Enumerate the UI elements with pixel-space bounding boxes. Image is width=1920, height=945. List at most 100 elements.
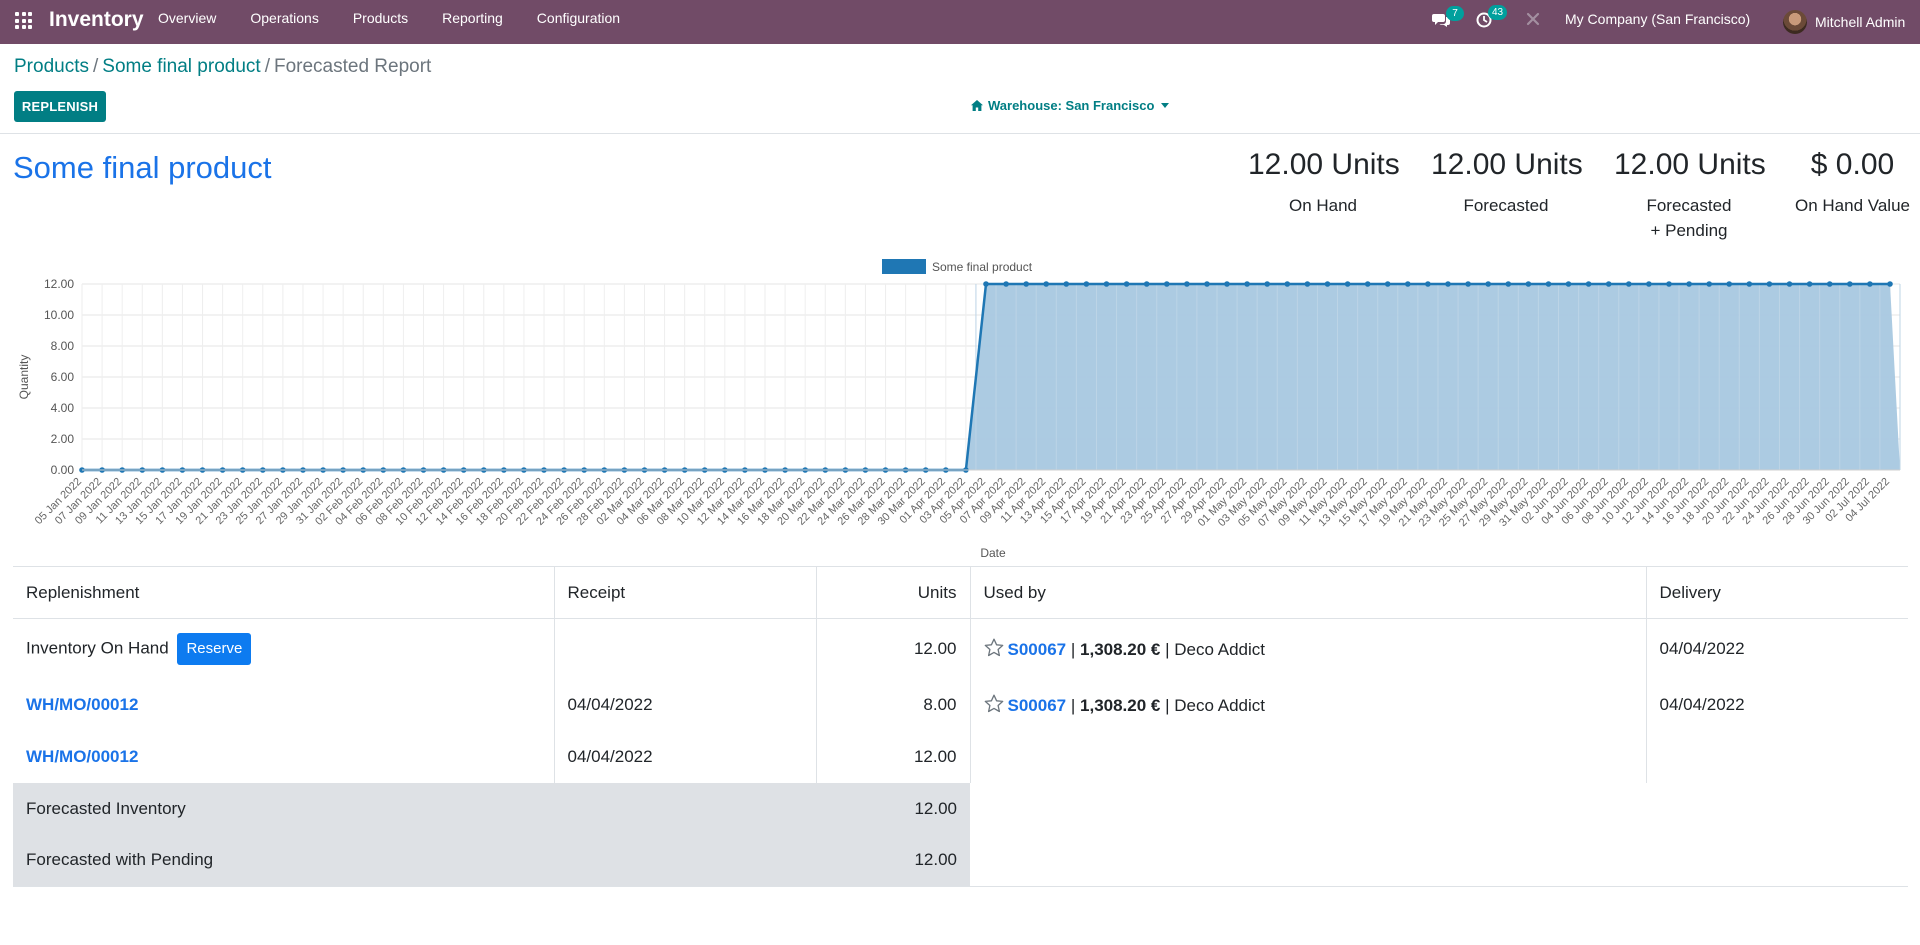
separator: | bbox=[1070, 639, 1076, 659]
data-point bbox=[1164, 281, 1170, 287]
kpi-on-hand-value: $ 0.00 On Hand Value bbox=[1790, 148, 1915, 218]
menu-operations[interactable]: Operations bbox=[250, 10, 319, 26]
y-tick-label: 4.00 bbox=[51, 401, 75, 415]
manufacturing-order-link[interactable]: WH/MO/00012 bbox=[26, 746, 139, 766]
activity-menu[interactable]: 43 bbox=[1470, 0, 1508, 44]
caret-down-icon bbox=[1161, 103, 1170, 108]
kpi-forecasted: 12.00 Units Forecasted bbox=[1431, 148, 1583, 218]
data-point bbox=[1083, 281, 1090, 287]
separator: | bbox=[1165, 695, 1170, 715]
data-point bbox=[1766, 281, 1773, 287]
summary-empty bbox=[970, 834, 1908, 887]
header-delivery: Delivery bbox=[1645, 566, 1908, 619]
kpi-value: 12.00 Units bbox=[1431, 148, 1583, 181]
header-receipt: Receipt bbox=[553, 566, 816, 619]
cell-replenishment: Inventory On Hand Reserve bbox=[13, 619, 554, 679]
y-tick-label: 2.00 bbox=[51, 432, 75, 446]
data-point bbox=[1626, 281, 1632, 287]
breadcrumb-separator: / bbox=[264, 56, 270, 77]
product-title[interactable]: Some final product bbox=[13, 150, 272, 185]
header-replenishment: Replenishment bbox=[13, 566, 554, 619]
company-switcher[interactable]: My Company (San Francisco) bbox=[1565, 11, 1751, 27]
menu-configuration[interactable]: Configuration bbox=[536, 10, 621, 26]
kpi-label: Forecasted + Pending bbox=[1614, 193, 1764, 243]
menu-reporting[interactable]: Reporting bbox=[442, 10, 503, 26]
data-point bbox=[1284, 281, 1291, 287]
data-point bbox=[1505, 281, 1512, 287]
data-point bbox=[1545, 281, 1552, 287]
breadcrumb-product[interactable]: Some final product bbox=[102, 56, 261, 77]
chat-bubbles-icon bbox=[1432, 14, 1450, 27]
order-amount: 1,308.20 € bbox=[1080, 695, 1161, 715]
warehouse-filter[interactable]: Warehouse: San Francisco bbox=[971, 98, 1170, 113]
user-menu[interactable]: Mitchell Admin bbox=[1783, 6, 1905, 38]
apps-menu-icon[interactable] bbox=[15, 12, 32, 29]
y-tick-label: 0.00 bbox=[51, 463, 75, 477]
data-point bbox=[1384, 281, 1391, 287]
data-point bbox=[1224, 281, 1230, 287]
separator: | bbox=[1070, 695, 1076, 715]
data-point bbox=[1003, 281, 1009, 287]
clock-icon bbox=[1476, 12, 1492, 28]
messaging-menu[interactable]: 7 bbox=[1426, 0, 1464, 44]
data-point bbox=[1485, 281, 1491, 287]
breadcrumb: Products / Some final product / Forecasted R… bbox=[14, 56, 431, 78]
app-name[interactable]: Inventory bbox=[49, 8, 144, 31]
data-point bbox=[1585, 281, 1592, 287]
y-tick-label: 12.00 bbox=[44, 277, 74, 291]
menu-overview[interactable]: Overview bbox=[158, 10, 217, 26]
data-point bbox=[1646, 281, 1652, 287]
y-tick-label: 8.00 bbox=[51, 339, 75, 353]
table-row: Inventory On Hand Reserve 12.00 S00067 |… bbox=[13, 618, 1908, 679]
data-point bbox=[1565, 281, 1572, 287]
replenish-button[interactable]: REPLENISH bbox=[14, 91, 106, 122]
star-icon[interactable] bbox=[984, 694, 1004, 713]
warehouse-label: Warehouse: San Francisco bbox=[988, 98, 1155, 113]
data-point bbox=[1405, 281, 1411, 287]
data-point bbox=[1746, 281, 1753, 287]
menu-products[interactable]: Products bbox=[352, 10, 409, 26]
summary-row: Forecasted with Pending 12.00 bbox=[13, 834, 1908, 887]
summary-row: Forecasted Inventory 12.00 bbox=[13, 782, 1908, 835]
table-row: WH/MO/00012 04/04/2022 8.00 S00067 | 1,3… bbox=[13, 678, 1908, 731]
data-point bbox=[1726, 281, 1732, 287]
control-panel-divider bbox=[0, 133, 1920, 134]
data-point bbox=[1826, 281, 1833, 287]
cell-replenishment: WH/MO/00012 bbox=[13, 731, 554, 783]
summary-value: 12.00 bbox=[816, 782, 970, 835]
data-point bbox=[1023, 281, 1029, 287]
kpi-label-line1: Forecasted bbox=[1646, 196, 1732, 215]
data-point bbox=[1525, 281, 1532, 287]
breadcrumb-products[interactable]: Products bbox=[14, 56, 89, 77]
cell-delivery: 04/04/2022 bbox=[1645, 618, 1908, 679]
main-menu: Overview Operations Products Reporting C… bbox=[148, 0, 644, 44]
y-axis-label: Quantity bbox=[17, 355, 31, 400]
legend-swatch bbox=[882, 259, 926, 274]
sale-order-link[interactable]: S00067 bbox=[1007, 695, 1067, 715]
cell-receipt: 04/04/2022 bbox=[553, 730, 816, 783]
forecast-table: Replenishment Receipt Units Used by Deli… bbox=[13, 566, 1908, 887]
data-point bbox=[983, 281, 989, 287]
kpi-value: 12.00 Units bbox=[1248, 148, 1400, 181]
star-icon[interactable] bbox=[984, 638, 1004, 657]
cell-receipt bbox=[553, 618, 816, 679]
debug-menu[interactable] bbox=[1520, 0, 1554, 44]
kpi-label: On Hand bbox=[1288, 196, 1358, 215]
reserve-button[interactable]: Reserve bbox=[177, 632, 252, 665]
activities-badge: 43 bbox=[1488, 5, 1508, 20]
data-point bbox=[1465, 281, 1471, 287]
table-row: WH/MO/00012 04/04/2022 12.00 bbox=[13, 730, 1908, 783]
sale-order-link[interactable]: S00067 bbox=[1007, 639, 1067, 659]
data-point bbox=[1605, 281, 1612, 287]
data-point bbox=[1123, 281, 1130, 287]
kpi-value: 12.00 Units bbox=[1614, 148, 1766, 181]
data-point bbox=[1184, 281, 1190, 287]
cell-receipt: 04/04/2022 bbox=[553, 678, 816, 731]
data-point bbox=[1867, 281, 1873, 287]
kpi-forecasted-pending: 12.00 Units Forecasted + Pending bbox=[1614, 148, 1766, 243]
kpi-on-hand: 12.00 Units On Hand bbox=[1248, 148, 1400, 218]
manufacturing-order-link[interactable]: WH/MO/00012 bbox=[26, 694, 139, 714]
cell-delivery bbox=[1645, 730, 1908, 783]
kpi-label: Forecasted bbox=[1463, 196, 1549, 215]
